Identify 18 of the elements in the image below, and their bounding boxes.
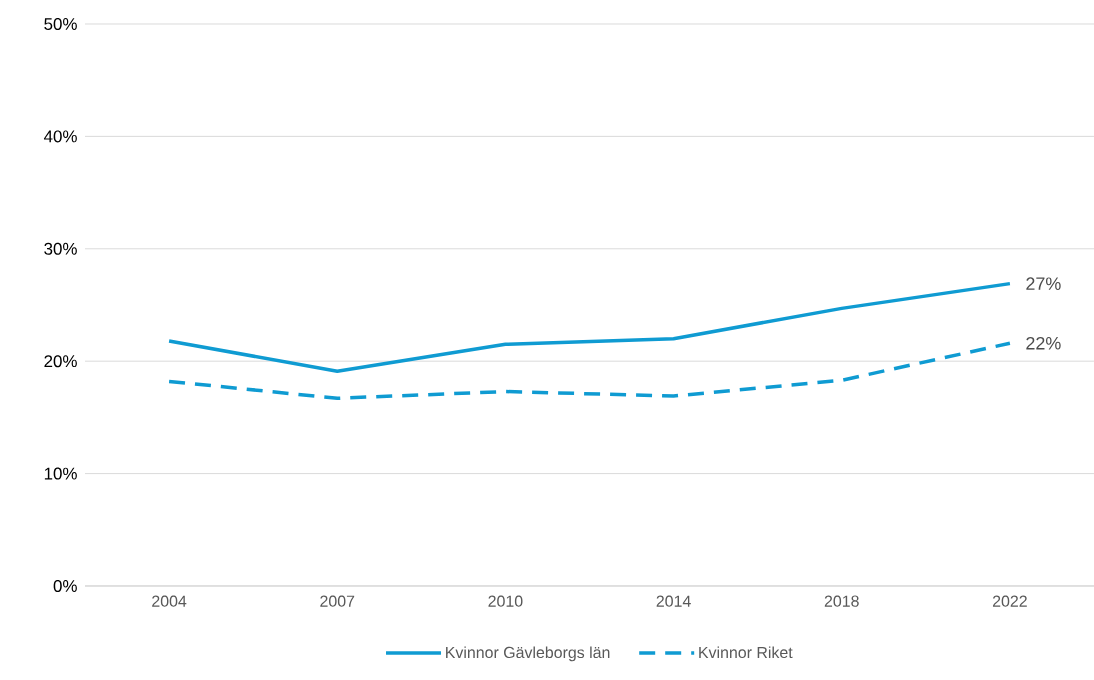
x-tick-label: 2018: [824, 595, 859, 607]
y-tick-label: 40%: [43, 130, 77, 143]
y-tick-label: 30%: [44, 242, 77, 255]
x-tick-label: 2010: [488, 595, 523, 607]
x-tick-label: 2004: [152, 595, 187, 607]
line-series: [167, 341, 1012, 401]
legend-label: Kvinnor Gävleborgs län: [446, 646, 610, 662]
y-tick-label: 20%: [44, 355, 77, 368]
data-label: 22%: [1026, 336, 1061, 350]
x-tick-label: 2022: [992, 595, 1027, 607]
data-label: 27%: [1026, 277, 1061, 290]
y-tick-label: 50%: [44, 17, 77, 30]
x-tick-label: 2007: [320, 595, 355, 607]
line-series: [167, 281, 1012, 374]
x-tick-label: 2014: [656, 595, 691, 607]
y-tick-label: 10%: [44, 467, 77, 480]
y-tick-label: 0%: [53, 579, 77, 592]
legend-label: Kvinnor Riket: [699, 646, 793, 659]
